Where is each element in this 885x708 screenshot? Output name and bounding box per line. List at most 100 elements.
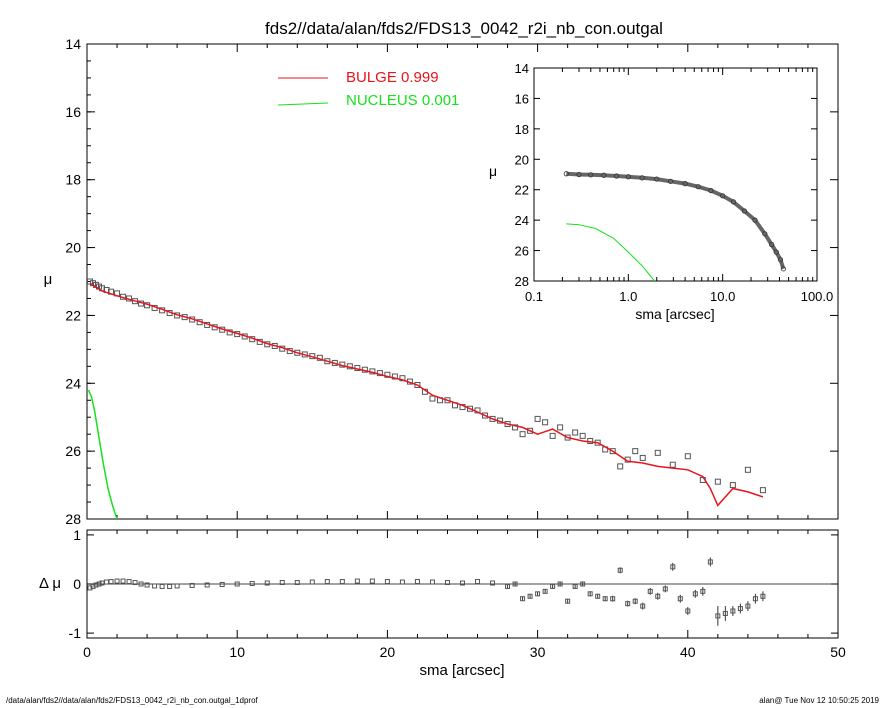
residual-data-point (174, 583, 180, 589)
residual-y-tick-label: 1 (73, 527, 81, 543)
inset-data-point (613, 173, 620, 179)
inset-data-point (695, 184, 701, 190)
residual-data-point (715, 613, 721, 619)
inset-y-tick-label: 20 (515, 152, 529, 167)
residual-x-tick-label: 20 (380, 644, 396, 660)
main-y-tick-label: 22 (65, 307, 81, 323)
residual-x-tick-label: 10 (229, 644, 245, 660)
residual-data-point (527, 593, 533, 599)
residual-data-point (294, 580, 300, 586)
residual-data-point (505, 583, 511, 589)
residual-y-axis: -1 0 1 (69, 527, 838, 641)
main-data-point (384, 371, 391, 378)
residual-data-point (707, 559, 713, 565)
residual-data-point (384, 579, 390, 585)
legend-nucleus-label: NUCLEUS 0.001 (346, 92, 459, 109)
inset-y-tick-label: 24 (515, 213, 529, 228)
residual-data-point (587, 591, 593, 597)
inset-data-point (720, 193, 726, 199)
residual-data-point (542, 588, 548, 594)
inset-data-point (768, 241, 775, 248)
residual-data-point (655, 593, 661, 599)
residual-x-tick-label: 40 (680, 644, 696, 660)
inset-y-axis: 14 16 18 20 22 24 26 28 (515, 61, 817, 289)
residual-data-point (625, 601, 631, 607)
inset-data-point (780, 266, 786, 272)
legend: BULGE 0.999 NUCLEUS 0.001 (277, 69, 459, 109)
residual-data-point (572, 583, 578, 589)
main-data-point (639, 454, 646, 461)
main-y-tick-label: 28 (65, 511, 81, 527)
main-data-point (744, 466, 751, 473)
main-data-point (444, 397, 451, 404)
residual-data-point (159, 583, 165, 589)
inset-x-tick-label: 10.0 (710, 289, 735, 304)
residual-x-tick-label: 0 (83, 644, 91, 660)
main-data-point (572, 429, 579, 436)
main-y-tick-label: 14 (65, 36, 81, 52)
inset-data-point (777, 257, 784, 263)
residual-data-point (339, 579, 345, 585)
residual-data-point (167, 583, 173, 589)
inset-profile-band (566, 171, 786, 270)
inset-x-tick-label: 0.1 (525, 289, 543, 304)
residual-data-point (580, 581, 586, 587)
residual-data-point (700, 588, 706, 594)
residual-data-point (144, 582, 150, 588)
residual-data-point (132, 580, 138, 586)
residual-data-point (662, 586, 668, 592)
residual-data-point (475, 579, 481, 585)
residual-data-point (354, 578, 360, 584)
main-y-tick-label: 20 (65, 240, 81, 256)
main-data-point (429, 395, 436, 402)
inset-data-point (682, 181, 688, 187)
main-data-point (512, 424, 519, 431)
residual-data-point (647, 588, 653, 594)
residual-data-point (722, 610, 728, 616)
inset-data-point (563, 171, 569, 177)
residual-data-point (87, 585, 93, 591)
residual-data-point (640, 603, 646, 609)
residual-data-point (520, 596, 526, 602)
main-y-axis: 14 16 18 20 22 24 26 28 (65, 36, 839, 527)
main-data-point (549, 432, 556, 439)
nucleus-model-line (87, 389, 118, 520)
residual-data-point (632, 598, 638, 604)
residual-data-point (760, 593, 766, 599)
main-data-point (534, 415, 541, 422)
residual-x-axis-label: sma [arcsec] (419, 662, 504, 679)
inset-data-point (654, 176, 660, 182)
main-data-point (482, 412, 489, 419)
residual-data-point (189, 582, 195, 588)
main-data-point (609, 448, 616, 455)
residual-data-point (279, 580, 285, 586)
residual-data-point (557, 581, 563, 587)
residual-data-point (460, 580, 465, 586)
inset-data-point (741, 208, 748, 214)
residual-data-point (692, 591, 698, 597)
inset-data-point (601, 172, 607, 178)
residual-data-point (610, 596, 616, 602)
residual-data-point (99, 580, 105, 586)
main-data-point (654, 449, 661, 456)
inset-data-point (762, 231, 768, 237)
legend-bulge-label: BULGE 0.999 (346, 69, 439, 86)
inset-data-point (730, 199, 737, 205)
residual-data-point (429, 579, 435, 585)
residual-data-point (138, 581, 144, 587)
main-data-point (414, 381, 421, 388)
main-y-tick-label: 16 (65, 104, 81, 120)
inset-x-tick-label: 1.0 (619, 289, 637, 304)
residuals-panel: -101 0 10 20 30 40 50 Δ μ sma [arcsec] (39, 527, 846, 679)
inset-data-point (588, 172, 594, 178)
residual-data-point (444, 580, 450, 586)
residual-data-point (126, 579, 132, 585)
main-y-tick-label: 26 (65, 443, 81, 459)
main-data-point (669, 461, 676, 468)
footer-file-path: /data/alan/fds2//data/alan/fds2/FDS13_00… (6, 696, 258, 705)
main-data-point (714, 478, 721, 485)
residual-data-point (602, 596, 608, 602)
residual-data-point (745, 603, 751, 609)
residual-data-point (234, 581, 240, 587)
